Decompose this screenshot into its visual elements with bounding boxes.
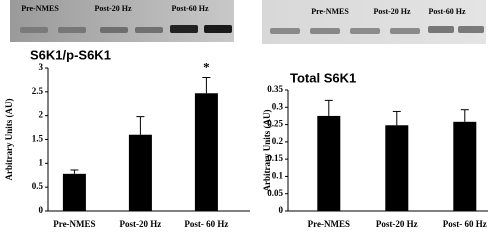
y-tick-label: 0.15	[267, 153, 283, 163]
blot-image	[10, 0, 234, 42]
y-tick-label: 0.1	[272, 170, 284, 180]
y-tick-label: 1.5	[32, 134, 44, 144]
y-tick-label: 0	[279, 205, 284, 215]
y-tick-label: 2	[39, 110, 44, 120]
y-tick-label: 0.05	[267, 188, 283, 198]
figure: Pre-NMES Post-20 Hz Post-60 Hz S6K1/p-S6K1 A…	[4, 0, 488, 229]
blot-label: Post-20 Hz	[94, 4, 132, 13]
blot-label: Post-60 Hz	[428, 7, 466, 16]
x-tick-label: Post- 60 Hz	[443, 219, 487, 229]
bar	[194, 93, 218, 211]
y-tick-label: 0	[39, 205, 44, 215]
y-tick-label: 0.25	[267, 119, 283, 129]
blot-label: Post-20 Hz	[373, 7, 411, 16]
x-tick-label: Post-20 Hz	[120, 219, 162, 229]
y-tick-label: 0.2	[272, 136, 284, 146]
x-tick-label: Pre-NMES	[53, 219, 95, 229]
bar	[317, 115, 341, 211]
x-tick-label: Post-20 Hz	[376, 219, 418, 229]
annotation: *	[203, 60, 210, 75]
x-tick-label: Post- 60 Hz	[184, 219, 228, 229]
y-tick-label: 1	[39, 157, 44, 167]
y-tick-label: 0.35	[267, 84, 283, 94]
blot-label: Pre-NMES	[21, 4, 59, 13]
y-axis-label: Arbitrary Units (AU)	[4, 99, 14, 181]
bar	[128, 134, 152, 211]
bar	[62, 173, 86, 211]
bar	[385, 125, 409, 211]
y-tick-label: 3	[39, 62, 44, 72]
chart-title: Total S6K1	[290, 70, 356, 85]
blot-label: Pre-NMES	[311, 7, 349, 16]
y-axis-label: Arbitrary Units (AU)	[262, 110, 272, 192]
y-tick-label: 2.5	[32, 86, 44, 96]
x-tick-label: Pre-NMES	[308, 219, 350, 229]
y-tick-label: 0.5	[32, 181, 44, 191]
blot-label: Post-60 Hz	[171, 4, 209, 13]
y-tick-label: 0.3	[272, 101, 284, 111]
page: Pre-NMES Post-20 Hz Post-60 Hz S6K1/p-S6K1 A…	[4, 0, 488, 230]
chart-title: S6K1/p-S6K1	[30, 47, 111, 62]
blot-image	[262, 0, 486, 44]
bar	[453, 121, 477, 211]
